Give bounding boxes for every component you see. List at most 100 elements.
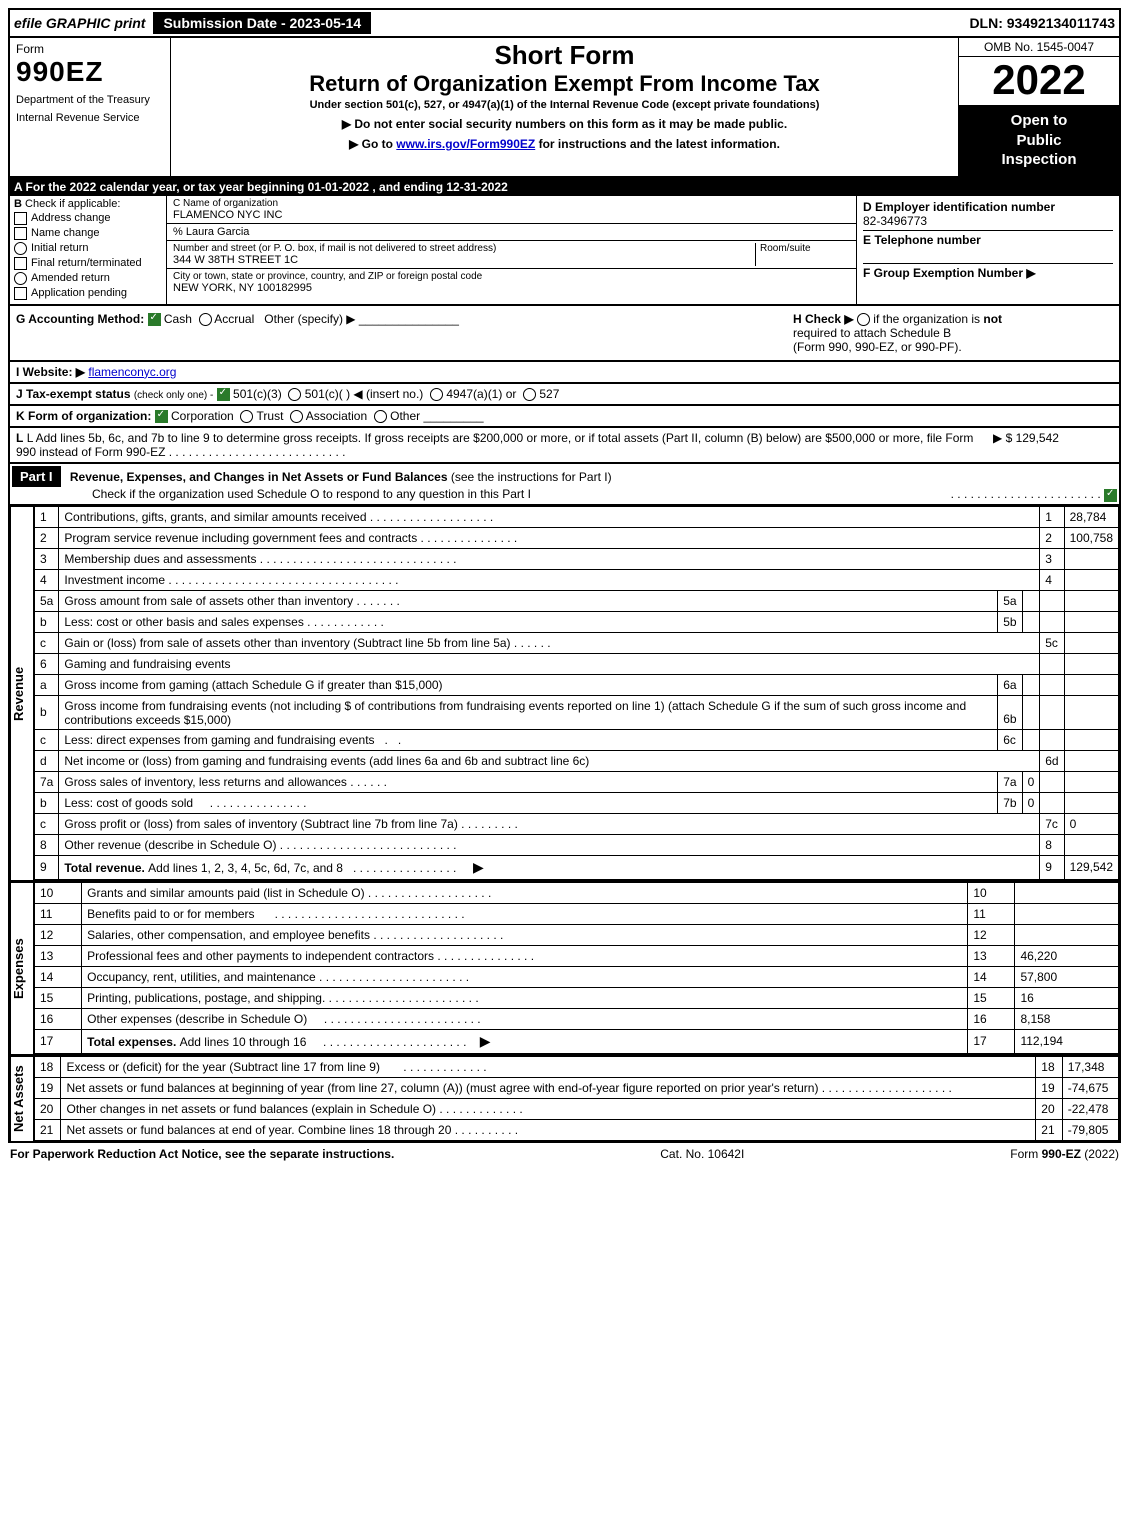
line-6c-text: Less: direct expenses from gaming and fu… <box>64 733 374 747</box>
footer-right-bold: 990-EZ <box>1042 1147 1081 1161</box>
exemption-label: F Group Exemption Number ▶ <box>863 266 1036 280</box>
h-not: not <box>983 312 1002 326</box>
k-opt-3: Other <box>390 409 420 423</box>
k-opt-1: Trust <box>257 409 284 423</box>
care-of: % Laura Garcia <box>173 226 850 238</box>
line-5c-text: Gain or (loss) from sale of assets other… <box>64 636 510 650</box>
checkbox-corporation[interactable] <box>155 410 168 423</box>
footer-right: Form 990-EZ (2022) <box>1010 1147 1119 1161</box>
department-line1: Department of the Treasury <box>16 94 164 106</box>
radio-527[interactable] <box>523 388 536 401</box>
part1-title: Revenue, Expenses, and Changes in Net As… <box>64 470 448 484</box>
row-l: L L Add lines 5b, 6c, and 7b to line 9 t… <box>8 428 1121 464</box>
checkbox-final-return[interactable] <box>14 257 27 270</box>
phone-label: E Telephone number <box>863 233 1113 247</box>
radio-amended-return[interactable] <box>14 272 27 285</box>
part1-tab: Part I <box>12 466 61 487</box>
checkbox-name-change[interactable] <box>14 227 27 240</box>
radio-trust[interactable] <box>240 410 253 423</box>
section-b: B Check if applicable: Address change Na… <box>10 196 167 304</box>
j-label: J Tax-exempt status <box>16 387 131 401</box>
line-9-bold: Total revenue. <box>64 861 148 875</box>
line-6a-text: Gross income from gaming (attach Schedul… <box>59 674 998 695</box>
org-name: FLAMENCO NYC INC <box>173 209 850 221</box>
h-line3: (Form 990, 990-EZ, or 990-PF). <box>793 340 1113 354</box>
value-2: 100,758 <box>1064 527 1118 548</box>
value-9: 129,542 <box>1064 855 1118 879</box>
line-4-text: Investment income <box>64 573 165 587</box>
value-16: 8,158 <box>1015 1008 1119 1029</box>
value-7a: 0 <box>1022 771 1040 792</box>
line-5a-text: Gross amount from sale of assets other t… <box>64 594 353 608</box>
room-label: Room/suite <box>760 243 850 254</box>
radio-association[interactable] <box>290 410 303 423</box>
b-item-4: Amended return <box>31 272 110 284</box>
inspection-badge: Open to Public Inspection <box>959 105 1119 176</box>
footer-right-post: (2022) <box>1081 1147 1119 1161</box>
irs-link[interactable]: www.irs.gov/Form990EZ <box>396 137 535 151</box>
netassets-side-label: Net Assets <box>10 1056 34 1141</box>
submission-date: Submission Date - 2023-05-14 <box>153 12 371 34</box>
line-16-text: Other expenses (describe in Schedule O) <box>87 1012 307 1026</box>
street-value: 344 W 38TH STREET 1C <box>173 254 755 266</box>
checkbox-cash[interactable] <box>148 313 161 326</box>
g-label: G Accounting Method: <box>16 312 144 326</box>
instr2-pre: ▶ Go to <box>349 137 396 151</box>
l-amount: ▶ $ 129,542 <box>993 431 1113 459</box>
tax-year: 2022 <box>959 57 1119 103</box>
efile-label: efile GRAPHIC print <box>14 15 145 31</box>
row-g-h: G Accounting Method: Cash Accrual Other … <box>8 306 1121 362</box>
line-7c-text: Gross profit or (loss) from sales of inv… <box>64 817 457 831</box>
value-1: 28,784 <box>1064 506 1118 527</box>
radio-initial-return[interactable] <box>14 242 27 255</box>
ein-label: D Employer identification number <box>863 200 1113 214</box>
ein-value: 82-3496773 <box>863 214 1113 228</box>
line-8-text: Other revenue (describe in Schedule O) <box>64 838 276 852</box>
b-item-1: Name change <box>31 227 100 239</box>
value-7c: 0 <box>1064 813 1118 834</box>
instr2-post: for instructions and the latest informat… <box>535 137 780 151</box>
checkbox-schedule-o[interactable] <box>1104 489 1117 502</box>
radio-501c[interactable] <box>288 388 301 401</box>
line-12-text: Salaries, other compensation, and employ… <box>87 928 370 942</box>
value-20: -22,478 <box>1062 1098 1118 1119</box>
top-bar: efile GRAPHIC print Submission Date - 20… <box>8 8 1121 38</box>
city-value: NEW YORK, NY 100182995 <box>173 282 850 294</box>
i-label: I Website: ▶ <box>16 365 85 379</box>
section-a-period: A For the 2022 calendar year, or tax yea… <box>8 178 1121 196</box>
h-line2: required to attach Schedule B <box>793 326 1113 340</box>
j-opt4: 527 <box>539 387 559 401</box>
part1-hint: (see the instructions for Part I) <box>451 470 612 484</box>
checkbox-501c3[interactable] <box>217 388 230 401</box>
g-accrual: Accrual <box>214 312 254 326</box>
radio-h-check[interactable] <box>857 313 870 326</box>
radio-other-org[interactable] <box>374 410 387 423</box>
j-opt2: 501(c)( ) ◀ (insert no.) <box>305 387 424 401</box>
k-opt-2: Association <box>306 409 367 423</box>
h-text: H Check ▶ <box>793 312 854 326</box>
value-21: -79,805 <box>1062 1119 1118 1140</box>
radio-4947[interactable] <box>430 388 443 401</box>
checkbox-address-change[interactable] <box>14 212 27 225</box>
line-1-text: Contributions, gifts, grants, and simila… <box>64 510 366 524</box>
netassets-section: Net Assets 18Excess or (deficit) for the… <box>8 1056 1121 1143</box>
value-19: -74,675 <box>1062 1077 1118 1098</box>
footer-left: For Paperwork Reduction Act Notice, see … <box>10 1147 394 1161</box>
radio-accrual[interactable] <box>199 313 212 326</box>
instruction-2: ▶ Go to www.irs.gov/Form990EZ for instru… <box>177 137 952 151</box>
value-17: 112,194 <box>1015 1029 1119 1053</box>
line-11-text: Benefits paid to or for members <box>87 907 254 921</box>
revenue-side-label: Revenue <box>10 506 34 880</box>
subtitle: Under section 501(c), 527, or 4947(a)(1)… <box>177 99 952 111</box>
checkbox-application-pending[interactable] <box>14 287 27 300</box>
j-opt1: 501(c)(3) <box>233 387 282 401</box>
h-rest: if the organization is <box>873 312 980 326</box>
line-19-text: Net assets or fund balances at beginning… <box>66 1081 818 1095</box>
b-letter: B <box>14 198 22 210</box>
footer: For Paperwork Reduction Act Notice, see … <box>8 1143 1121 1165</box>
line-6d-text: Net income or (loss) from gaming and fun… <box>59 750 1040 771</box>
website-link[interactable]: flamenconyc.org <box>88 365 176 379</box>
city-label: City or town, state or province, country… <box>173 271 850 282</box>
org-name-label: C Name of organization <box>173 198 850 209</box>
form-header: Form 990EZ Department of the Treasury In… <box>8 38 1121 178</box>
